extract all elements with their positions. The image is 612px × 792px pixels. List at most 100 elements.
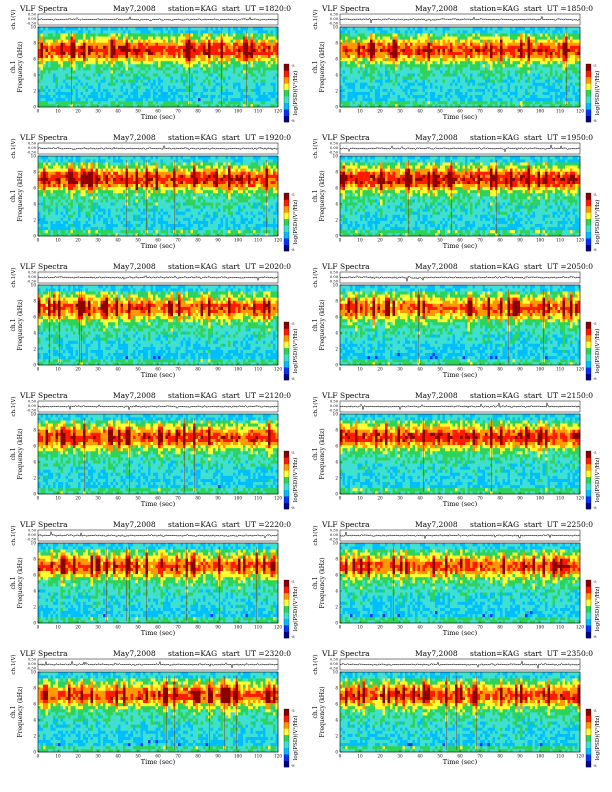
colorbar-segment xyxy=(586,605,591,613)
x-tick-label: 70 xyxy=(477,625,483,630)
y-tick-label: 4 xyxy=(335,588,338,593)
chart-station: station=KAG xyxy=(470,133,519,142)
x-tick-label: 90 xyxy=(215,625,221,630)
y-tick-label: 0 xyxy=(33,362,36,367)
y-tick-label: 8 xyxy=(33,169,36,174)
y-tick-label: 0 xyxy=(33,491,36,496)
colorbar-segment xyxy=(586,457,591,465)
colorbar-segment xyxy=(284,334,289,342)
x-tick-label: 60 xyxy=(155,625,161,630)
x-tick-label: 10 xyxy=(55,754,61,759)
colorbar-tick-label: -5 xyxy=(593,709,597,713)
y-tick-label: 6 xyxy=(33,314,36,319)
x-axis-label: Time (sec) xyxy=(141,242,176,250)
spectrogram-cells xyxy=(38,27,279,108)
colorbar-tick-label: -8 xyxy=(291,635,295,639)
y-tick-label: 0 xyxy=(33,233,36,238)
colorbar-segment xyxy=(586,64,591,71)
colorbar-segment xyxy=(284,483,289,490)
y-axis-label: Frequency (kHz) xyxy=(319,686,326,737)
colorbar-frame xyxy=(585,450,592,510)
x-tick-label: 110 xyxy=(556,625,564,630)
x-tick-label: 50 xyxy=(135,109,141,114)
chart-date: May7,2008 xyxy=(113,520,156,529)
colorbar-segment xyxy=(586,231,591,239)
y-tick-label: 10 xyxy=(333,282,339,287)
x-tick-label: 110 xyxy=(556,238,564,243)
chart-date: May7,2008 xyxy=(113,262,156,271)
colorbar-segment xyxy=(586,205,591,213)
x-axis-label: Time (sec) xyxy=(141,113,176,121)
timeseries-tick-label: -0.50 xyxy=(27,151,37,155)
x-tick-label: 10 xyxy=(357,109,363,114)
x-tick-label: 50 xyxy=(437,367,443,372)
y-axis-label: Frequency (kHz) xyxy=(17,41,24,92)
colorbar-segment xyxy=(284,592,289,600)
x-tick-label: 30 xyxy=(397,109,403,114)
chart-date: May7,2008 xyxy=(113,391,156,400)
channel-label: ch.1 xyxy=(312,448,319,461)
x-tick-label: 0 xyxy=(339,625,342,630)
y-tick-label: 10 xyxy=(31,540,37,545)
chart-start-time: start UT =2120:0 xyxy=(222,391,291,400)
colorbar-segment xyxy=(586,470,591,478)
colorbar-segment xyxy=(284,115,289,123)
colorbar-segment xyxy=(284,502,289,510)
x-tick-label: 100 xyxy=(536,496,544,501)
chart-station: station=KAG xyxy=(470,649,519,658)
x-tick-label: 60 xyxy=(457,496,463,501)
timeseries-tick-label: -0.50 xyxy=(329,22,339,26)
chart-start-time: start UT =2350:0 xyxy=(524,649,593,658)
colorbar-segment xyxy=(586,199,591,207)
timeseries-tick-label: 0.50 xyxy=(330,400,339,404)
y-axis-label: Frequency (kHz) xyxy=(319,41,326,92)
x-tick-label: 30 xyxy=(397,625,403,630)
x-tick-label: 80 xyxy=(195,754,201,759)
y-tick-label: 10 xyxy=(31,669,37,674)
chart-station: station=KAG xyxy=(470,391,519,400)
timeseries-tick-label: -0.50 xyxy=(329,280,339,284)
x-tick-label: 70 xyxy=(477,367,483,372)
y-axis-label: Frequency (kHz) xyxy=(17,299,24,350)
y-tick-label: 8 xyxy=(335,556,338,561)
x-tick-label: 40 xyxy=(115,367,121,372)
timeseries-y-label: ch.1(V) xyxy=(10,138,17,158)
x-tick-label: 120 xyxy=(274,496,282,501)
timeseries-tick-label: 0.00 xyxy=(330,533,339,537)
y-tick-label: 4 xyxy=(335,72,338,77)
colorbar-tick-label: -8 xyxy=(593,764,597,768)
x-axis-label: Time (sec) xyxy=(141,500,176,508)
y-axis-label: Frequency (kHz) xyxy=(319,170,326,221)
spectrogram-panel: VLF Spectra May7,2008 station=KAG start UT … xyxy=(308,133,604,261)
y-tick-label: 6 xyxy=(33,185,36,190)
colorbar-tick-label: -5 xyxy=(593,64,597,68)
timeseries-tick-label: -0.50 xyxy=(329,409,339,413)
colorbar-segment xyxy=(586,360,591,368)
colorbar-segment xyxy=(586,580,591,587)
y-tick-label: 8 xyxy=(335,40,338,45)
colorbar-segment xyxy=(586,109,591,116)
timeseries-y-label: ch.1(V) xyxy=(312,267,319,287)
x-tick-label: 110 xyxy=(254,625,262,630)
colorbar-frame xyxy=(283,321,290,381)
x-tick-label: 80 xyxy=(195,238,201,243)
colorbar-segment xyxy=(586,592,591,600)
timeseries-trace xyxy=(339,15,581,24)
colorbar-label: log(PSD)(V²/Hz) xyxy=(594,329,601,374)
y-tick-label: 8 xyxy=(335,169,338,174)
y-tick-label: 2 xyxy=(335,217,338,222)
chart-title: VLF Spectra xyxy=(20,649,68,658)
x-tick-label: 120 xyxy=(274,754,282,759)
colorbar-segment xyxy=(586,451,591,458)
x-tick-label: 100 xyxy=(234,367,242,372)
colorbar-segment xyxy=(284,457,289,465)
y-axis-label: Frequency (kHz) xyxy=(319,428,326,479)
chart-title: VLF Spectra xyxy=(322,133,370,142)
chart-station: station=KAG xyxy=(168,262,217,271)
timeseries-tick-label: 0.00 xyxy=(28,404,37,408)
colorbar-label: log(PSD)(V²/Hz) xyxy=(292,71,299,116)
x-tick-label: 20 xyxy=(75,625,81,630)
y-tick-label: 8 xyxy=(33,40,36,45)
